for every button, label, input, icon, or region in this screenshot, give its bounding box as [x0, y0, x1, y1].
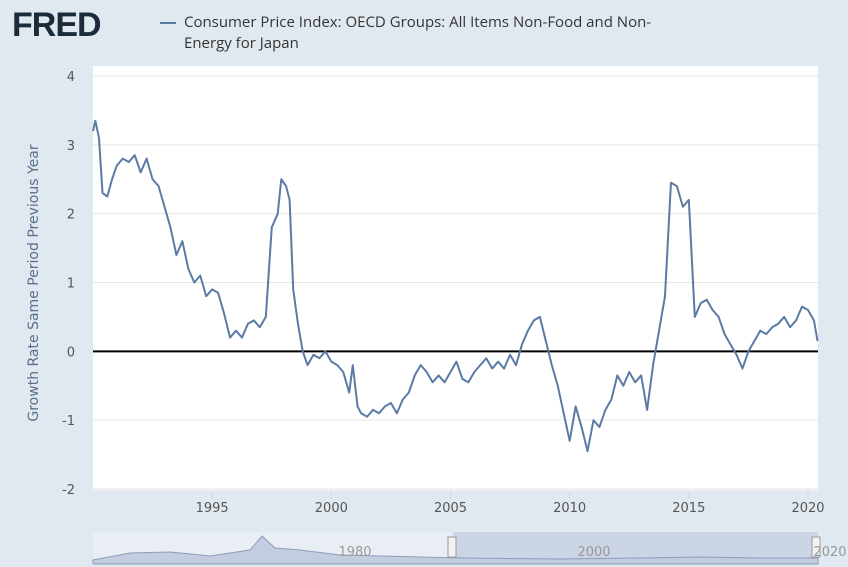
navigator-label: 1980 — [338, 545, 371, 560]
y-tick-label: 2 — [67, 208, 75, 223]
navigator-series — [92, 535, 819, 565]
navigator-handle[interactable] — [811, 536, 821, 558]
legend-swatch — [160, 22, 176, 24]
y-tick-label: 0 — [67, 345, 75, 360]
logo: FRED — [12, 6, 102, 44]
x-tick-label: 2000 — [315, 501, 348, 516]
legend-label: Consumer Price Index: OECD Groups: All I… — [184, 12, 652, 53]
plot-area — [93, 66, 818, 492]
y-tick-label: -1 — [62, 414, 75, 429]
navigator-label: 2000 — [577, 545, 610, 560]
y-tick-label: 3 — [67, 139, 75, 154]
y-tick-label: 4 — [67, 70, 75, 85]
x-tick-label: 2020 — [791, 501, 824, 516]
y-tick-label: -2 — [62, 483, 75, 498]
navigator-label: 2020 — [813, 545, 846, 560]
series-line — [92, 119, 819, 453]
y-tick-label: 1 — [67, 277, 75, 292]
x-tick-label: 2015 — [672, 501, 705, 516]
x-tick-label: 2005 — [434, 501, 467, 516]
navigator-handle[interactable] — [447, 536, 457, 558]
y-axis-label: Growth Rate Same Period Previous Year — [26, 144, 42, 421]
x-tick-label: 1995 — [196, 501, 229, 516]
x-tick-label: 2010 — [553, 501, 586, 516]
